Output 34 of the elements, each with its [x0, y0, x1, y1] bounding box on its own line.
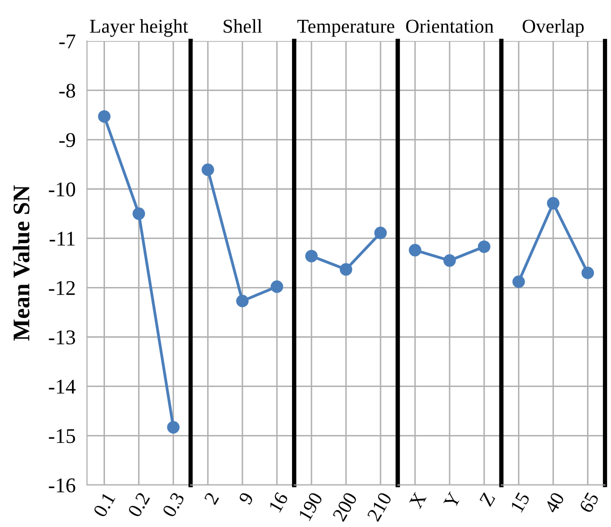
x-tick-label: 40	[544, 491, 565, 514]
y-tick-label: -7	[59, 34, 76, 48]
x-tick-label: 9	[238, 492, 254, 506]
x-tick-label: X	[408, 491, 427, 510]
point	[167, 421, 180, 434]
y-tick-label: -8	[59, 84, 76, 98]
chart-title: Layer height	[90, 19, 188, 37]
point	[132, 207, 146, 220]
y-tick-label: -13	[48, 330, 76, 344]
x-tick-label: 190	[298, 491, 323, 522]
x-tick-label: 0.1	[92, 492, 116, 518]
point	[98, 110, 111, 123]
chart-title: Shell	[224, 19, 262, 33]
y-tick-label: -11	[50, 232, 75, 246]
y-tick-label: -10	[48, 182, 76, 196]
x-tick-label: Z	[479, 492, 496, 507]
x-tick-label: 0.2	[128, 492, 150, 518]
x-tick-label: 0.3	[162, 491, 185, 518]
y-tick-label: -14	[48, 380, 76, 394]
y-tick-label: -9	[59, 133, 76, 148]
y-axis-title: Mean Value SN	[12, 185, 30, 341]
x-tick-label: 16	[268, 491, 288, 513]
chart-title: Orientation	[406, 20, 494, 33]
x-tick-label: 65	[578, 492, 600, 514]
x-tick-label: 200	[332, 491, 358, 522]
chart-title: Overlap	[522, 19, 584, 37]
x-tick-label: Y	[443, 491, 462, 510]
x-tick-label: 15	[510, 492, 530, 513]
chart-title: Temperature	[297, 20, 394, 37]
y-tick-label: -15	[48, 429, 76, 444]
x-tick-label: 2	[204, 492, 220, 505]
y-tick-label: -12	[48, 281, 75, 295]
x-tick-label: 210	[366, 491, 392, 522]
y-tick-label: -16	[48, 478, 76, 492]
